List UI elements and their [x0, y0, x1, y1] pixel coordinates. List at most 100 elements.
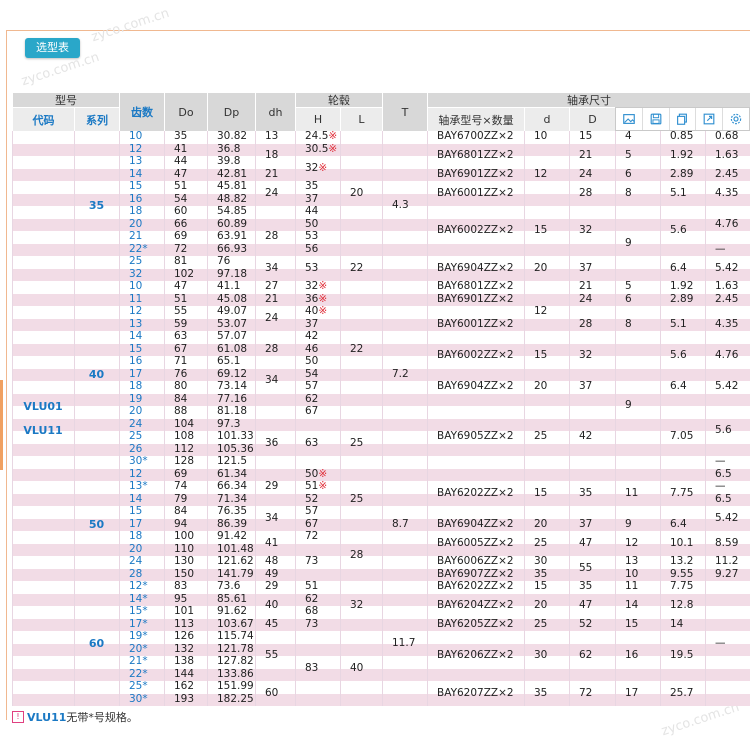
- c1-cell: 17: [625, 686, 639, 699]
- c3-cell: —: [715, 242, 726, 255]
- d-cell: 24: [579, 167, 593, 180]
- select-table-button[interactable]: 选型表: [25, 38, 80, 58]
- content-frame: [6, 30, 750, 720]
- c2-cell: 5.6: [670, 349, 687, 361]
- note-mark: ※: [318, 467, 328, 480]
- d-cell: 35: [534, 686, 548, 699]
- row-stripe: [12, 368, 750, 381]
- do-cell: 47: [174, 280, 188, 293]
- teeth-cell: 14: [129, 167, 143, 180]
- dp-cell: 65.1: [217, 355, 241, 368]
- do-cell: 63: [174, 330, 188, 343]
- teeth-cell: 25: [129, 430, 143, 443]
- bearing-cell: BAY6002ZZ×2: [437, 224, 514, 236]
- h-cell: 67: [305, 405, 319, 418]
- d-cell: 25: [534, 430, 548, 443]
- do-cell: 88: [174, 405, 188, 418]
- do-cell: 84: [174, 392, 188, 405]
- settings-icon[interactable]: [723, 108, 749, 130]
- c3-cell: 6.5: [715, 492, 732, 505]
- c1-cell: 9: [625, 517, 632, 530]
- note-mark: ※: [318, 480, 328, 493]
- header-big-d: D: [569, 107, 615, 131]
- d-cell: 37: [579, 261, 593, 274]
- teeth-cell: 20: [129, 542, 143, 555]
- h-cell: 57: [305, 380, 319, 393]
- column-divider: [524, 131, 525, 706]
- copy-icon[interactable]: [670, 108, 697, 130]
- header-h: H: [295, 107, 340, 131]
- do-cell: 71: [174, 355, 188, 368]
- teeth-cell: 30*: [129, 455, 148, 468]
- do-cell: 47: [174, 167, 188, 180]
- c3-cell: 9.27: [715, 567, 739, 580]
- d-cell: 35: [579, 580, 593, 593]
- teeth-cell: 18: [129, 380, 143, 393]
- teeth-cell: 20: [129, 217, 143, 230]
- image-icon[interactable]: [616, 108, 643, 130]
- c1-cell: 12: [625, 536, 639, 549]
- do-cell: 126: [174, 630, 195, 643]
- footnote-text: 无带*号规格。: [66, 711, 138, 724]
- do-cell: 108: [174, 430, 195, 443]
- do-cell: 67: [174, 342, 188, 355]
- c2-cell: 6.4: [670, 261, 687, 274]
- l-cell: 22: [350, 261, 364, 274]
- c2-cell: 1.92: [670, 149, 694, 161]
- dp-cell: 101.33: [217, 430, 254, 443]
- teeth-cell: 12: [129, 467, 143, 480]
- d-cell: 21: [579, 149, 593, 161]
- c1-cell: 8: [625, 317, 632, 330]
- row-stripe: [12, 568, 750, 581]
- bearing-cell: BAY6700ZZ×2: [437, 131, 514, 143]
- d-cell: 42: [579, 430, 593, 443]
- series-cell: 40: [88, 367, 105, 381]
- export-icon[interactable]: [696, 108, 724, 130]
- bearing-cell: BAY6905ZZ×2: [437, 430, 514, 443]
- dh-cell: 60: [265, 686, 279, 699]
- c2-cell: 10.1: [670, 536, 694, 549]
- teeth-cell: 15*: [129, 605, 148, 618]
- do-cell: 150: [174, 567, 195, 580]
- c1-cell: 11: [625, 486, 639, 499]
- bearing-cell: BAY6904ZZ×2: [437, 380, 514, 393]
- dh-cell: 21: [265, 167, 279, 180]
- c3-cell: 4.35: [715, 186, 739, 199]
- do-cell: 66: [174, 217, 188, 230]
- dp-cell: 91.42: [217, 530, 248, 543]
- c3-cell: 5.42: [715, 380, 739, 393]
- header-model: 型号: [12, 93, 119, 107]
- dp-cell: 133.86: [217, 667, 254, 680]
- row-stripe: [12, 543, 750, 556]
- c3-cell: 5.42: [715, 261, 739, 274]
- c3-cell: 5.42: [715, 511, 739, 524]
- do-cell: 113: [174, 617, 195, 630]
- c2-cell: 14: [670, 617, 684, 630]
- bearing-cell: BAY6901ZZ×2: [437, 292, 514, 305]
- column-divider: [569, 131, 570, 706]
- c1-cell: 5: [625, 280, 632, 293]
- do-cell: 83: [174, 580, 188, 593]
- dh-cell: 24: [265, 311, 279, 324]
- c2-cell: 25.7: [670, 686, 694, 699]
- note-icon: !: [12, 711, 24, 723]
- column-divider: [382, 131, 383, 706]
- d-cell: 32: [579, 224, 593, 236]
- column-divider: [295, 131, 296, 706]
- h-cell: 52: [305, 492, 319, 505]
- teeth-cell: 30*: [129, 692, 148, 705]
- d-cell: 37: [579, 380, 593, 393]
- bearing-cell: BAY6001ZZ×2: [437, 186, 514, 199]
- note-mark: ※: [328, 142, 338, 155]
- d-cell: 21: [579, 280, 593, 293]
- h-cell: 73: [305, 617, 319, 630]
- row-stripe: [12, 243, 750, 256]
- bearing-cell: BAY6205ZZ×2: [437, 617, 514, 630]
- c1-cell: 6: [625, 167, 632, 180]
- save-icon[interactable]: [643, 108, 670, 130]
- dh-cell: 27: [265, 280, 279, 293]
- do-cell: 162: [174, 680, 195, 693]
- c3-cell: 8.59: [715, 536, 739, 549]
- teeth-cell: 16: [129, 192, 143, 205]
- c3-cell: 4.76: [715, 349, 739, 361]
